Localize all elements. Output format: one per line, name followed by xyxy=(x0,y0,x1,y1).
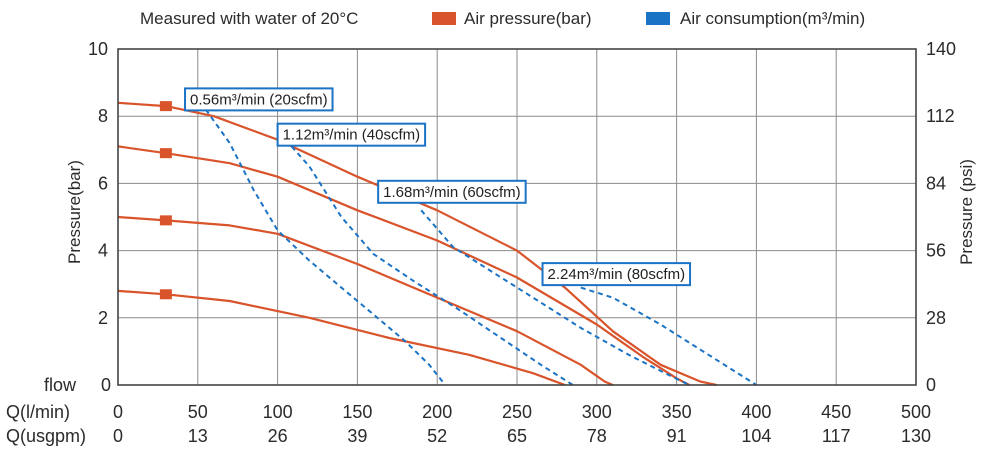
y-tick-right: 140 xyxy=(926,39,956,59)
air-consumption-curve-1 xyxy=(204,108,446,386)
pressure-markers xyxy=(159,101,172,300)
x-row-label-usgpm: Q(usgpm) xyxy=(6,426,86,446)
air-consumption-curve-2 xyxy=(284,139,574,386)
air-pressure-marker-3 xyxy=(159,215,172,226)
y-axis-right-label: Pressure (psi) xyxy=(957,159,976,265)
consumption-curves xyxy=(204,108,757,386)
y-zero-flow-label: flow xyxy=(44,375,77,395)
air-consumption-label-3: 1.68m³/min (60scfm) xyxy=(377,179,527,204)
x-tick-lpm: 150 xyxy=(342,402,372,422)
air-consumption-legend-swatch xyxy=(646,12,670,25)
y-axis-left-label: Pressure(bar) xyxy=(65,160,84,264)
air-pressure-curve-4 xyxy=(117,289,566,387)
air-consumption-label-4: 2.24m³/min (80scfm) xyxy=(541,262,692,287)
air-consumption-label-box xyxy=(184,87,334,112)
x-tick-lpm: 450 xyxy=(821,402,851,422)
y-tick-right: 56 xyxy=(926,241,946,261)
air-consumption-label-box xyxy=(276,122,427,147)
x-tick-usgpm: 13 xyxy=(188,426,208,446)
y-tick-right: 84 xyxy=(926,173,946,193)
air-consumption-curve-4 xyxy=(580,286,757,386)
consumption-labels: 0.56m³/min (20scfm) 1.12m³/min (40scfm) 1.… xyxy=(184,87,692,287)
plot-border xyxy=(117,48,917,386)
x-tick-lpm: 200 xyxy=(422,402,452,422)
x-tick-lpm: 400 xyxy=(741,402,771,422)
air-consumption-label-2: 1.12m³/min (40scfm) xyxy=(276,122,427,147)
x-tick-usgpm: 130 xyxy=(901,426,931,446)
y-tick-left: 0 xyxy=(101,375,111,395)
x-tick-lpm: 500 xyxy=(901,402,931,422)
x-tick-usgpm: 52 xyxy=(427,426,447,446)
y-tick-left: 4 xyxy=(98,241,108,261)
air-consumption-label-text: 2.24m³/min (80scfm) xyxy=(548,266,686,283)
x-tick-usgpm: 117 xyxy=(822,426,851,446)
y-tick-left: 6 xyxy=(98,173,108,193)
air-consumption-label-text: 0.56m³/min (20scfm) xyxy=(190,91,328,108)
air-consumption-label-box xyxy=(541,262,692,287)
plot-frame xyxy=(117,48,917,386)
air-pressure-curve-3 xyxy=(117,215,614,387)
x-tick-lpm: 350 xyxy=(662,402,692,422)
air-consumption-curve-3 xyxy=(420,209,690,386)
air-consumption-label-1: 0.56m³/min (20scfm) xyxy=(184,87,334,112)
x-tick-usgpm: 65 xyxy=(507,426,527,446)
y-tick-right: 0 xyxy=(926,375,936,395)
x-tick-usgpm: 26 xyxy=(268,426,288,446)
x-tick-usgpm: 78 xyxy=(587,426,607,446)
x-tick-usgpm: 91 xyxy=(667,426,687,446)
x-tick-lpm: 0 xyxy=(113,402,123,422)
x-tick-usgpm: 0 xyxy=(113,426,123,446)
air-consumption-label-text: 1.12m³/min (40scfm) xyxy=(283,127,421,144)
y-tick-right: 28 xyxy=(926,308,946,328)
air-pressure-marker-4 xyxy=(159,289,172,300)
air-pressure-curve-1 xyxy=(117,101,717,387)
x-row-label-lpm: Q(l/min) xyxy=(6,402,70,422)
air-pressure-marker-1 xyxy=(159,101,172,112)
x-tick-lpm: 50 xyxy=(188,402,208,422)
x-tick-usgpm: 39 xyxy=(347,426,367,446)
x-tick-usgpm: 104 xyxy=(741,426,771,446)
pressure-curves xyxy=(117,101,717,387)
air-consumption-label-text: 1.68m³/min (60scfm) xyxy=(383,184,521,201)
y-tick-right: 112 xyxy=(926,106,955,126)
air-pressure-legend-label: Air pressure(bar) xyxy=(464,9,592,28)
y-tick-left: 2 xyxy=(98,308,108,328)
air-pressure-marker-2 xyxy=(159,148,172,159)
air-consumption-legend-label: Air consumption(m³/min) xyxy=(680,9,865,28)
measurement-note: Measured with water of 20°C xyxy=(140,9,358,28)
air-pressure-curve-2 xyxy=(117,145,690,386)
air-pressure-legend-swatch xyxy=(432,12,456,25)
x-tick-lpm: 250 xyxy=(502,402,532,422)
x-tick-lpm: 100 xyxy=(263,402,293,422)
x-tick-lpm: 300 xyxy=(582,402,612,422)
y-tick-left: 8 xyxy=(98,106,108,126)
air-consumption-label-box xyxy=(377,179,527,204)
y-tick-left: 10 xyxy=(88,39,108,59)
